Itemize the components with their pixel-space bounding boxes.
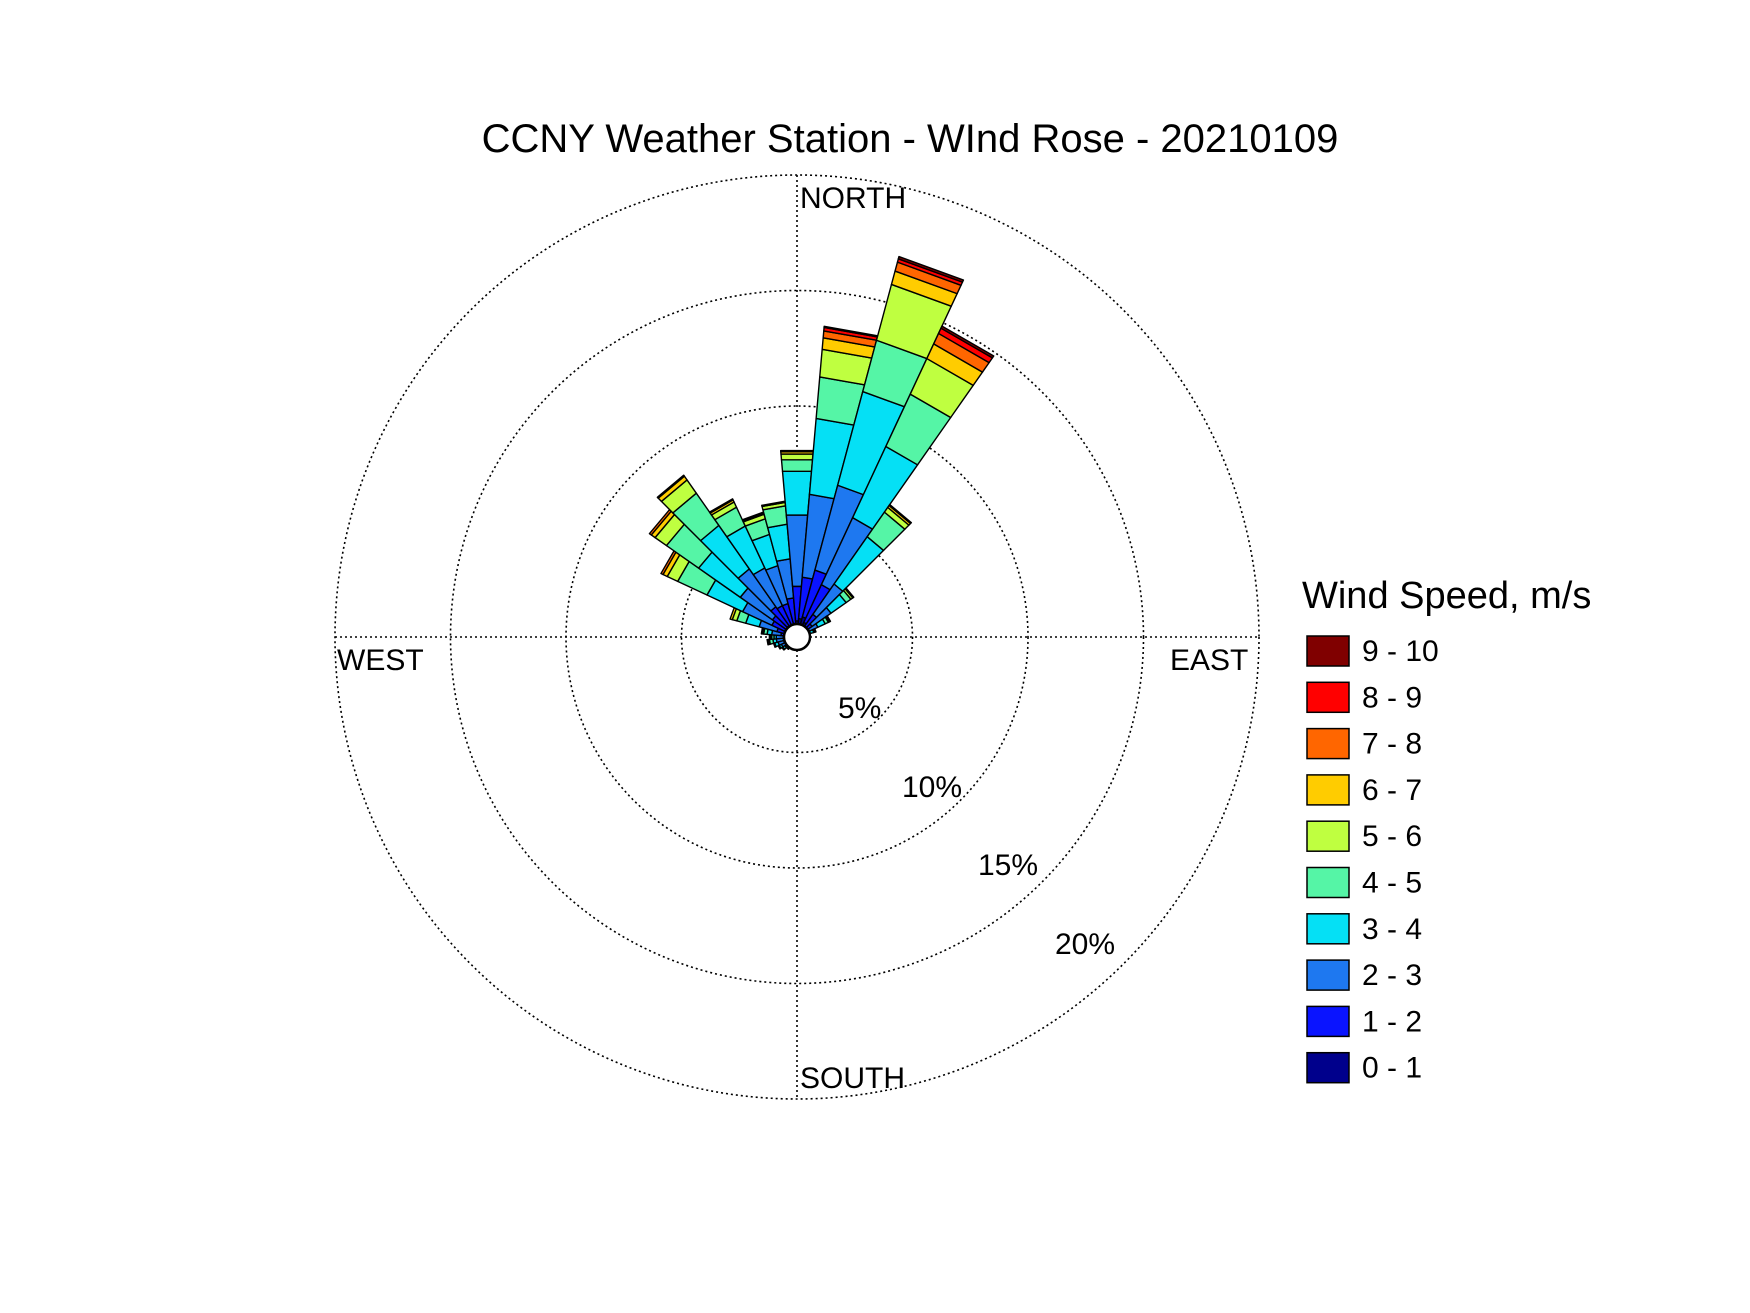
sector-0-bin-3-4 [781,470,813,516]
sector-0-bin-4-5 [780,459,814,473]
legend-swatch [1306,820,1350,852]
legend-label: 3 - 4 [1362,913,1422,946]
legend-label: 6 - 7 [1362,774,1422,807]
ring-label-10: 10% [902,771,962,804]
legend-swatch [1306,959,1350,991]
legend-swatch [1306,681,1350,714]
legend-label: 5 - 6 [1362,820,1422,853]
legend-title: Wind Speed, m/s [1302,575,1591,617]
calm-center [782,622,812,652]
sector-70-bin-5-6 [813,628,817,633]
sector-320-bin-7-8 [656,474,686,499]
direction-label-north: NORTH [800,182,906,215]
sector-0-bin-5-6 [780,453,814,461]
direction-label-east: EAST [1170,644,1248,677]
legend-label: 7 - 8 [1362,728,1422,761]
sector-250-bin-4-5 [772,642,777,648]
direction-label-south: SOUTH [800,1062,905,1095]
sector-280-bin-6-7 [760,627,765,635]
legend-swatch [1306,727,1350,760]
legend-label: 2 - 3 [1362,959,1422,992]
legend-swatch [1306,774,1350,806]
sector-260-bin-6-7 [766,638,770,646]
legend-swatch [1306,635,1350,667]
sector-30-bin-9-10 [940,325,995,359]
sector-40-bin-7-8 [888,503,913,525]
chart-title: CCNY Weather Station - WInd Rose - 20210… [482,117,1339,161]
sector-330-bin-7-8 [708,498,734,514]
legend-label: 1 - 2 [1362,1005,1422,1038]
legend-swatch [1306,913,1350,945]
ring-label-20: 20% [1055,928,1115,961]
wind-sectors [648,255,995,651]
legend-swatch [1306,1005,1350,1038]
legend-swatch [1306,1051,1350,1084]
sector-0-bin-7-8 [779,449,815,453]
legend-label: 4 - 5 [1362,867,1422,900]
sector-20-bin-9-10 [897,255,965,283]
legend-label: 9 - 10 [1362,635,1439,668]
legend-swatch [1306,866,1350,899]
sector-60-bin-6-7 [825,615,832,623]
legend: Wind Speed, m/s 9 - 10 8 - 9 7 - 8 6 - 7 5 -… [1302,575,1591,1085]
legend-label: 8 - 9 [1362,681,1422,714]
ring-label-5: 5% [838,692,881,725]
grid-ring-5 [680,520,914,754]
sector-50-bin-6-7 [844,587,855,599]
grid-ring-15 [449,289,1145,985]
legend-label: 0 - 1 [1362,1052,1422,1085]
ring-label-15: 15% [978,849,1038,882]
direction-label-west: WEST [337,644,424,677]
